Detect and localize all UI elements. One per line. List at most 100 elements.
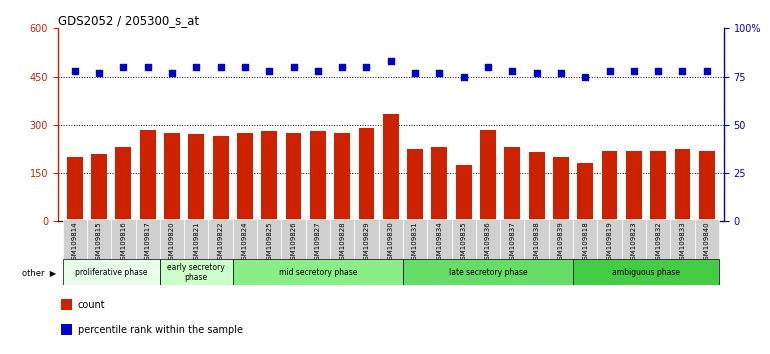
Point	[554, 70, 567, 75]
Point	[215, 64, 227, 70]
Bar	[67, 157, 82, 221]
Bar	[573, 219, 598, 260]
Bar	[189, 135, 204, 221]
Bar	[359, 128, 374, 221]
Bar	[500, 219, 524, 260]
Point	[239, 64, 251, 70]
Text: late secretory phase: late secretory phase	[449, 268, 527, 277]
Text: GSM109814: GSM109814	[72, 222, 78, 264]
Bar	[621, 219, 646, 260]
Text: GSM109820: GSM109820	[169, 222, 175, 264]
Bar	[695, 219, 719, 260]
Point	[263, 68, 276, 74]
Bar	[354, 219, 379, 260]
Text: GSM109839: GSM109839	[558, 222, 564, 264]
Bar	[257, 219, 281, 260]
Bar	[233, 259, 403, 285]
Point	[385, 58, 397, 64]
Bar	[61, 324, 72, 335]
Bar	[160, 259, 233, 285]
Text: GSM109823: GSM109823	[631, 222, 637, 264]
Text: proliferative phase: proliferative phase	[75, 268, 148, 277]
Point	[287, 64, 300, 70]
Point	[676, 68, 688, 74]
Bar	[671, 219, 695, 260]
Text: percentile rank within the sample: percentile rank within the sample	[78, 325, 243, 335]
Point	[701, 68, 713, 74]
Bar	[549, 219, 573, 260]
Text: GSM109827: GSM109827	[315, 222, 321, 264]
Bar	[480, 130, 496, 221]
Text: mid secretory phase: mid secretory phase	[279, 268, 357, 277]
Bar	[281, 219, 306, 260]
Text: GSM109828: GSM109828	[339, 222, 345, 264]
Point	[409, 70, 421, 75]
Bar	[379, 219, 403, 260]
Bar	[233, 219, 257, 260]
Bar	[646, 219, 671, 260]
Bar	[403, 259, 573, 285]
Point	[531, 70, 543, 75]
Point	[457, 74, 470, 79]
Text: GSM109824: GSM109824	[242, 222, 248, 264]
Bar	[306, 219, 330, 260]
Bar	[407, 149, 423, 221]
Bar	[553, 157, 569, 221]
Bar	[213, 136, 229, 221]
Point	[312, 68, 324, 74]
Bar	[286, 133, 301, 221]
Bar	[261, 131, 277, 221]
Bar	[431, 147, 447, 221]
Point	[434, 70, 446, 75]
Text: GSM109818: GSM109818	[582, 222, 588, 264]
Bar	[310, 131, 326, 221]
Bar	[91, 154, 107, 221]
Bar	[524, 219, 549, 260]
Bar	[116, 147, 131, 221]
Bar	[383, 114, 399, 221]
Text: GSM109838: GSM109838	[534, 222, 540, 264]
Bar	[140, 130, 156, 221]
Point	[652, 68, 665, 74]
Point	[604, 68, 616, 74]
Point	[628, 68, 640, 74]
Bar	[476, 219, 501, 260]
Point	[93, 70, 105, 75]
Point	[506, 68, 518, 74]
Text: GSM109835: GSM109835	[460, 222, 467, 264]
Text: GSM109829: GSM109829	[363, 222, 370, 264]
Point	[336, 64, 348, 70]
Bar	[87, 219, 111, 260]
Bar	[62, 219, 87, 260]
Text: count: count	[78, 299, 105, 310]
Text: GDS2052 / 205300_s_at: GDS2052 / 205300_s_at	[58, 14, 199, 27]
Bar	[504, 147, 521, 221]
Bar	[237, 133, 253, 221]
Point	[579, 74, 591, 79]
Bar	[330, 219, 354, 260]
Point	[482, 64, 494, 70]
Text: early secretory
phase: early secretory phase	[167, 263, 225, 282]
Bar	[403, 219, 427, 260]
Bar	[529, 152, 544, 221]
Text: GSM109833: GSM109833	[679, 222, 685, 264]
Point	[142, 64, 154, 70]
Bar	[334, 133, 350, 221]
Text: GSM109815: GSM109815	[96, 222, 102, 264]
Point	[360, 64, 373, 70]
Bar	[601, 150, 618, 221]
Text: GSM109821: GSM109821	[193, 222, 199, 264]
Text: GSM109819: GSM109819	[607, 222, 613, 264]
Bar	[699, 150, 715, 221]
Text: GSM109825: GSM109825	[266, 222, 273, 264]
Text: ambiguous phase: ambiguous phase	[612, 268, 680, 277]
Text: GSM109826: GSM109826	[290, 222, 296, 264]
Bar	[651, 150, 666, 221]
Text: GSM109822: GSM109822	[218, 222, 223, 264]
Bar	[164, 133, 180, 221]
Bar	[456, 165, 471, 221]
Bar	[573, 259, 719, 285]
Bar	[61, 299, 72, 310]
Bar	[578, 163, 593, 221]
Bar	[451, 219, 476, 260]
